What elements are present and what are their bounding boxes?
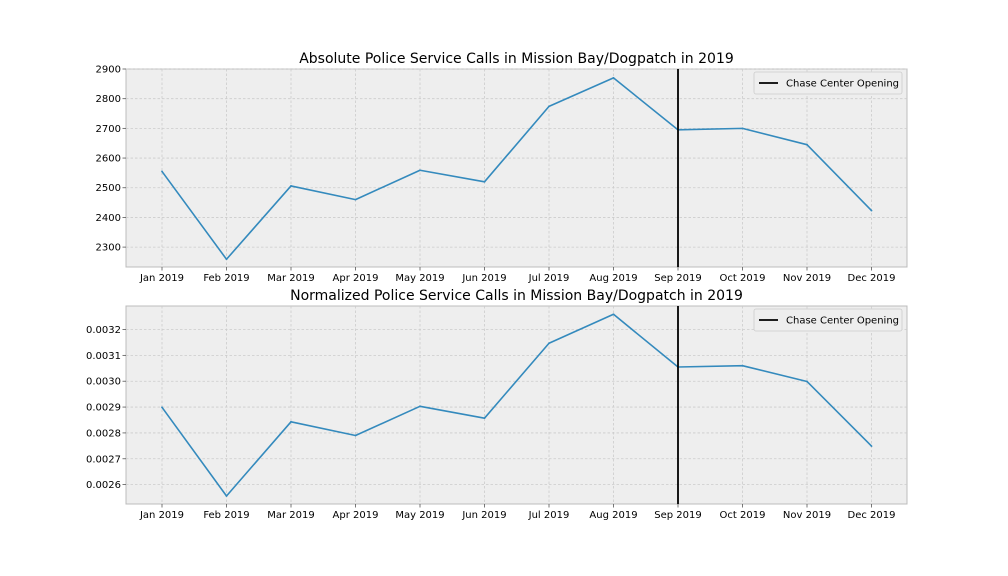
chart-title: Normalized Police Service Calls in Missi… xyxy=(290,288,743,304)
x-tick-label: Dec 2019 xyxy=(848,510,896,521)
x-tick-label: Mar 2019 xyxy=(267,273,315,284)
plot-area xyxy=(125,305,908,505)
data-point xyxy=(612,77,615,79)
data-point xyxy=(741,364,744,367)
data-point xyxy=(354,434,357,437)
x-tick-label: Feb 2019 xyxy=(203,273,249,284)
x-tick-label: Apr 2019 xyxy=(333,273,379,284)
y-tick-label: 0.0031 xyxy=(86,351,121,362)
x-tick-label: Jan 2019 xyxy=(139,273,184,284)
legend xyxy=(753,308,903,332)
data-point xyxy=(548,105,550,108)
x-tick-label: Nov 2019 xyxy=(783,510,831,521)
y-tick-label: 0.0029 xyxy=(86,403,121,414)
normalized-calls-chart: Normalized Police Service Calls in Missi… xyxy=(86,288,908,521)
x-tick-label: Aug 2019 xyxy=(589,273,637,284)
data-point xyxy=(806,380,808,383)
x-tick-label: Aug 2019 xyxy=(589,510,637,521)
data-point xyxy=(161,406,163,409)
x-tick-label: Jun 2019 xyxy=(461,273,506,284)
data-point xyxy=(806,143,808,146)
y-tick-label: 2400 xyxy=(96,213,121,224)
series-line xyxy=(161,313,873,497)
absolute-calls-chart: Absolute Police Service Calls in Mission… xyxy=(96,51,908,284)
legend-label: Chase Center Opening xyxy=(786,316,899,327)
data-point xyxy=(161,170,163,173)
data-point xyxy=(419,405,421,408)
data-point xyxy=(612,313,615,316)
x-tick-label: Jan 2019 xyxy=(139,510,184,521)
y-tick-label: 0.0027 xyxy=(86,454,121,465)
x-tick-label: Feb 2019 xyxy=(203,510,249,521)
data-point xyxy=(483,417,486,420)
y-tick-label: 2300 xyxy=(96,243,121,254)
legend-label: Chase Center Opening xyxy=(786,79,899,90)
y-tick-label: 2600 xyxy=(96,154,121,165)
y-tick-label: 2500 xyxy=(96,183,121,194)
x-tick-label: Sep 2019 xyxy=(654,510,701,521)
y-tick-label: 2700 xyxy=(96,124,121,135)
x-tick-label: Oct 2019 xyxy=(720,510,766,521)
data-point xyxy=(741,127,744,130)
x-tick-label: Sep 2019 xyxy=(654,273,701,284)
x-tick-label: Jul 2019 xyxy=(528,510,570,521)
x-tick-label: Nov 2019 xyxy=(783,273,831,284)
data-point xyxy=(548,342,550,345)
y-tick-label: 2800 xyxy=(96,94,121,105)
x-tick-label: Jun 2019 xyxy=(461,510,506,521)
data-point xyxy=(225,258,228,261)
y-tick-label: 0.0026 xyxy=(86,480,121,491)
chart-title: Absolute Police Service Calls in Mission… xyxy=(299,51,734,67)
x-tick-label: Oct 2019 xyxy=(720,273,766,284)
x-tick-label: May 2019 xyxy=(395,273,444,284)
y-tick-label: 0.0032 xyxy=(86,325,121,336)
x-tick-label: Apr 2019 xyxy=(333,510,379,521)
data-point xyxy=(290,420,292,423)
legend xyxy=(753,71,903,95)
x-tick-label: May 2019 xyxy=(395,510,444,521)
plot-area xyxy=(125,68,908,268)
y-tick-label: 2900 xyxy=(96,65,121,76)
y-tick-label: 0.0028 xyxy=(86,428,121,439)
x-tick-label: Dec 2019 xyxy=(848,273,896,284)
x-tick-label: Mar 2019 xyxy=(267,510,315,521)
data-point xyxy=(870,445,873,447)
data-point xyxy=(419,169,421,172)
data-point xyxy=(354,198,357,201)
x-tick-label: Jul 2019 xyxy=(528,273,570,284)
data-point xyxy=(225,495,228,497)
data-point xyxy=(483,180,486,183)
series-line xyxy=(161,77,873,261)
y-tick-label: 0.0030 xyxy=(86,377,121,388)
data-point xyxy=(870,209,873,212)
data-point xyxy=(290,185,292,187)
